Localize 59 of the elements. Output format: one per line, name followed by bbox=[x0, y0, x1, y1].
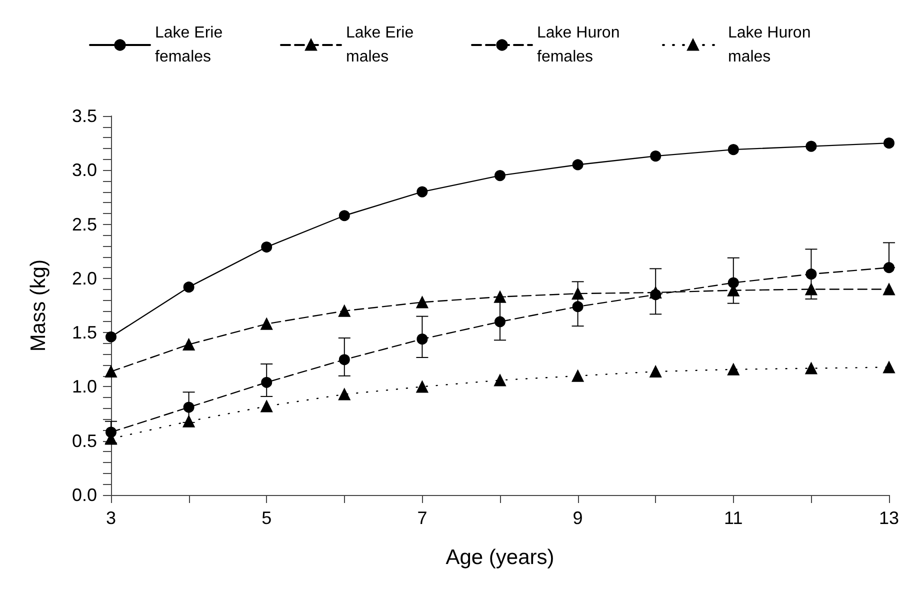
point bbox=[338, 304, 350, 317]
point bbox=[572, 288, 584, 300]
y-tick-label: 1.0 bbox=[72, 376, 97, 397]
point bbox=[261, 376, 272, 388]
point bbox=[106, 331, 116, 342]
legend-label: Lake Erie females bbox=[155, 24, 228, 66]
y-tick-label: 2.0 bbox=[72, 268, 97, 288]
point bbox=[105, 366, 117, 378]
point bbox=[338, 210, 350, 222]
point bbox=[806, 268, 817, 280]
y-axis-title: Mass (kg) bbox=[27, 259, 50, 352]
point bbox=[805, 362, 818, 374]
y-tick-label: 1.5 bbox=[72, 322, 97, 343]
legend-label: Lake Erie males bbox=[346, 24, 418, 66]
point bbox=[494, 374, 506, 386]
point bbox=[806, 140, 817, 152]
point bbox=[416, 186, 428, 198]
point bbox=[884, 262, 894, 274]
x-tick-label: 5 bbox=[262, 508, 272, 528]
point bbox=[650, 150, 662, 162]
y-tick-label: 0.0 bbox=[72, 485, 97, 505]
point bbox=[572, 159, 584, 170]
point bbox=[572, 301, 584, 312]
point bbox=[650, 286, 662, 299]
point bbox=[260, 400, 273, 412]
point bbox=[182, 415, 195, 428]
point bbox=[805, 283, 818, 296]
legend-label: Lake Huron males bbox=[728, 24, 816, 66]
y-tick-label: 2.5 bbox=[72, 214, 97, 234]
x-tick-label: 7 bbox=[417, 508, 428, 528]
point bbox=[338, 388, 350, 400]
point bbox=[338, 354, 350, 366]
legend-label: Lake Huron females bbox=[537, 24, 624, 66]
point bbox=[183, 282, 194, 293]
x-tick-label: 13 bbox=[878, 508, 900, 528]
point bbox=[261, 242, 272, 253]
x-tick-label: 3 bbox=[106, 508, 116, 528]
x-tick-label: 11 bbox=[724, 508, 743, 528]
point bbox=[416, 380, 428, 393]
point bbox=[728, 144, 739, 156]
point bbox=[883, 361, 895, 374]
point bbox=[883, 283, 895, 296]
point bbox=[494, 316, 506, 328]
point bbox=[650, 366, 662, 378]
y-tick-label: 3.0 bbox=[72, 160, 97, 180]
point bbox=[416, 296, 428, 308]
point bbox=[260, 318, 273, 330]
point bbox=[494, 290, 506, 303]
x-tick-label: 9 bbox=[572, 508, 583, 528]
point bbox=[727, 363, 740, 376]
y-tick-label: 3.5 bbox=[72, 106, 97, 126]
point bbox=[884, 138, 894, 149]
point bbox=[182, 338, 195, 350]
point bbox=[494, 170, 506, 182]
point bbox=[572, 370, 584, 382]
point bbox=[183, 402, 194, 413]
x-axis-title: Age (years) bbox=[446, 546, 554, 569]
y-tick-label: 0.5 bbox=[72, 430, 97, 451]
point bbox=[416, 334, 428, 345]
